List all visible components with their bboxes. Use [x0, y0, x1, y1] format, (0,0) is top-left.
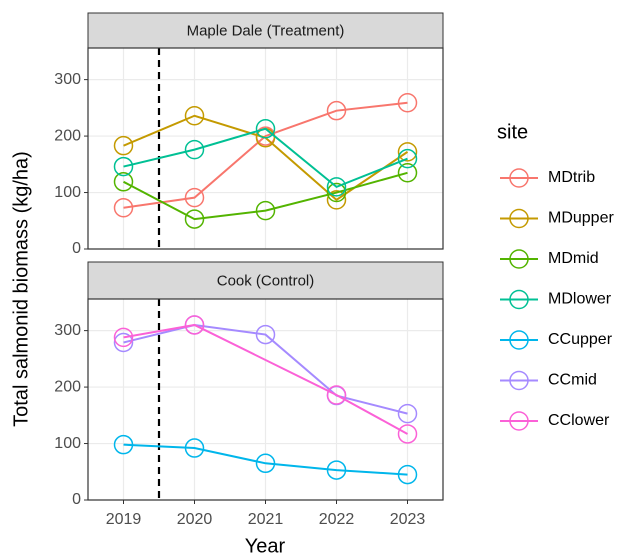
series-line — [123, 101, 408, 209]
data-point — [113, 198, 134, 218]
data-point — [397, 93, 418, 113]
data-point — [184, 139, 205, 160]
data-point — [113, 332, 134, 353]
legend-label: MDmid — [548, 250, 599, 267]
data-point — [184, 438, 205, 458]
panel-border — [87, 298, 444, 501]
legend-key-point — [509, 249, 529, 269]
y-tick-label: 300 — [54, 322, 81, 339]
data-point — [184, 315, 205, 335]
x-tick-label: 2021 — [248, 511, 284, 528]
data-point — [113, 434, 134, 455]
data-point — [326, 182, 347, 203]
data-point — [397, 403, 418, 424]
data-point — [326, 190, 347, 210]
x-tick-label: 2023 — [390, 511, 426, 528]
legend-label: MDlower — [548, 291, 612, 308]
data-point — [326, 460, 347, 480]
facet-title: Cook (Control) — [217, 272, 315, 289]
y-axis-title: Total salmonid biomass (kg/ha) — [10, 151, 32, 427]
x-tick-label: 2022 — [319, 511, 355, 528]
data-point — [397, 163, 418, 183]
data-point — [326, 385, 347, 405]
legend-title: site — [497, 121, 528, 143]
legend-key-point — [509, 330, 529, 350]
data-point — [397, 148, 418, 169]
data-point — [326, 177, 347, 197]
y-tick-label: 300 — [54, 71, 81, 88]
x-axis-title: Year — [245, 535, 286, 557]
data-point — [255, 453, 276, 474]
y-tick-label: 200 — [54, 127, 81, 144]
panel-border — [87, 47, 444, 250]
data-point — [397, 464, 418, 485]
data-point — [113, 172, 134, 192]
x-tick-label: 2019 — [106, 511, 142, 528]
legend-key-point — [509, 289, 529, 310]
legend-key-point — [509, 370, 529, 391]
data-point — [255, 324, 276, 345]
data-point — [113, 327, 134, 348]
data-point — [397, 142, 418, 162]
y-tick-label: 200 — [54, 378, 81, 395]
series-line — [123, 323, 408, 415]
y-tick-label: 100 — [54, 184, 81, 201]
data-point — [184, 187, 205, 208]
legend-label: CClower — [548, 412, 610, 429]
legend-key-point — [509, 411, 529, 431]
legend-key-point — [509, 168, 529, 188]
y-tick-label: 0 — [72, 240, 81, 257]
legend-label: CCupper — [548, 331, 613, 348]
series-line — [123, 127, 408, 189]
data-point — [255, 200, 276, 221]
facet-strip — [87, 12, 444, 49]
legend-key-point — [509, 208, 529, 229]
facet-title: Maple Dale (Treatment) — [187, 22, 345, 39]
y-tick-label: 100 — [54, 435, 81, 452]
data-point — [184, 106, 205, 126]
series-line — [123, 443, 408, 476]
data-point — [184, 209, 205, 229]
data-point — [326, 100, 347, 121]
data-point — [113, 156, 134, 177]
series-line — [123, 171, 408, 221]
series-line — [123, 323, 408, 435]
data-point — [397, 424, 418, 444]
data-point — [113, 135, 134, 156]
legend-label: MDtrib — [548, 169, 595, 186]
y-tick-label: 0 — [72, 491, 81, 508]
legend-label: MDupper — [548, 210, 614, 227]
x-tick-label: 2020 — [177, 511, 213, 528]
data-point — [255, 118, 276, 139]
facet-strip — [87, 261, 444, 300]
legend-label: CCmid — [548, 372, 597, 389]
